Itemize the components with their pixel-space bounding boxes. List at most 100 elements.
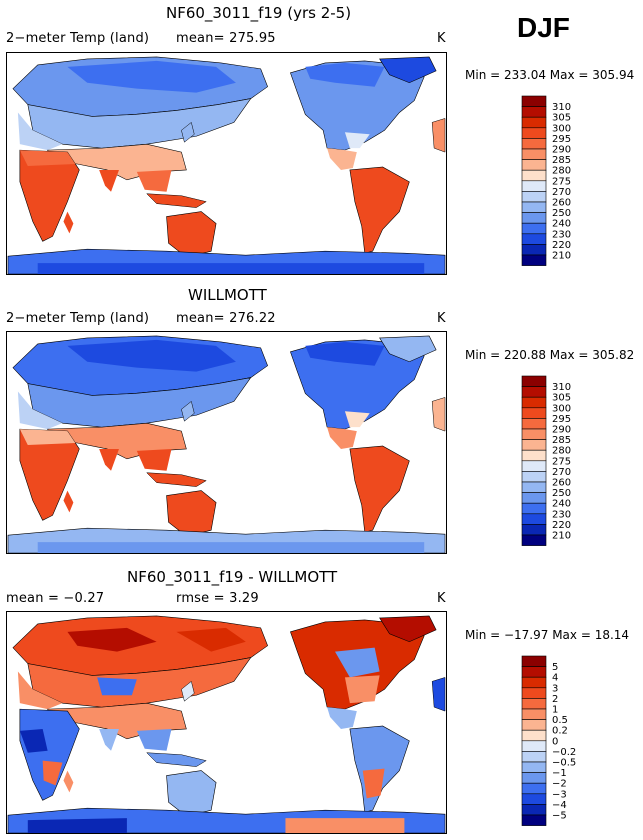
colorbar-swatch [521, 502, 547, 515]
colorbar-swatch [521, 729, 547, 742]
antarctica-bias-east [285, 818, 405, 833]
colorbar-tick-label: 295 [552, 134, 571, 145]
colorbar-swatch [521, 428, 547, 440]
madagascar [63, 211, 74, 234]
europe-wrap [431, 118, 446, 153]
colorbar-swatch [521, 804, 547, 816]
colorbar-swatch [521, 159, 547, 171]
colorbar-tick-label: 250 [552, 488, 571, 499]
colorbar-tick-label: 280 [552, 446, 571, 457]
siberia-cold [67, 60, 236, 93]
siberia-warm-bias [67, 627, 157, 652]
colorbar-tick-label: 5 [552, 662, 558, 673]
panel-2-unit-label: K [437, 311, 446, 326]
south-america [349, 166, 410, 254]
colorbar-tick-label: −5 [552, 811, 567, 822]
colorbar-swatch [521, 254, 547, 266]
colorbar-tick-label: 310 [552, 102, 571, 113]
greenland [379, 335, 437, 363]
colorbar-swatch [521, 471, 547, 483]
usa-bias [344, 675, 380, 704]
colorbar-swatch [521, 439, 547, 451]
panel-3-minmax: Min = −17.97 Max = 18.14 [465, 628, 630, 642]
colorbar-swatch [521, 106, 547, 118]
colorbar-swatch [521, 212, 547, 224]
colorbar-tick-label: 275 [552, 176, 571, 187]
panel-3-land-cells [7, 615, 446, 833]
colorbar-tick-label: 230 [552, 509, 571, 520]
colorbar-swatch [521, 782, 547, 795]
eurasia-mid [27, 98, 252, 149]
africa [19, 428, 80, 521]
central-america [327, 427, 357, 449]
colorbar-swatch [521, 534, 547, 546]
colorbar-swatch [521, 418, 547, 430]
colorbar-tick-label: 220 [552, 520, 571, 531]
north-america [290, 60, 425, 151]
colorbar-tick-label: 275 [552, 456, 571, 467]
usa-south [344, 411, 370, 428]
colorbar-swatch [521, 396, 547, 409]
panel-1-unit-label: K [437, 31, 446, 46]
colorbar-tick-label: 285 [552, 155, 571, 166]
panel-1-minmax: Min = 233.04 Max = 305.94 [465, 68, 635, 82]
southeast-asia [136, 448, 172, 471]
colorbar-swatch [521, 138, 547, 150]
australia [166, 211, 217, 258]
colorbar-tick-label: 210 [552, 251, 571, 262]
indonesia [146, 193, 207, 208]
colorbar-tick-label: 240 [552, 219, 571, 230]
colorbar-tick-label: 305 [552, 393, 571, 404]
colorbar-swatch [521, 169, 547, 182]
japan [181, 121, 195, 143]
colorbar-swatch [521, 698, 547, 710]
colorbar-tick-label: 0.2 [552, 726, 568, 737]
colorbar-tick-label: 2 [552, 694, 558, 705]
colorbar-tick-label: 285 [552, 435, 571, 446]
panel-2-minmax: Min = 220.88 Max = 305.82 [465, 348, 635, 362]
central-america [327, 707, 357, 729]
colorbar-tick-label: 0 [552, 736, 558, 747]
north-africa [19, 429, 76, 445]
colorbar-swatch [521, 449, 547, 462]
panel-2-title: WILLMOTT [188, 286, 267, 304]
colorbar-tick-label: 260 [552, 198, 571, 209]
north-america [290, 339, 425, 430]
arctic-canada [305, 62, 385, 87]
colorbar-swatch [521, 222, 547, 235]
panel-1-colorbar: 3103053002952902852802752702602502402302… [521, 95, 571, 266]
europe [17, 671, 63, 710]
panel-1-mean-label: mean= 275.95 [176, 31, 276, 46]
colorbar-swatch [521, 481, 547, 493]
panel-3-unit-label: K [437, 591, 446, 606]
panel-1-map [6, 52, 447, 275]
colorbar-tick-label: −0.2 [552, 747, 576, 758]
panel-3-map [6, 611, 447, 834]
colorbar-tick-label: −3 [552, 789, 567, 800]
panel-2-colorbar: 3103053002952902852802752702602502402302… [521, 375, 571, 546]
colorbar-swatch [521, 116, 547, 129]
colorbar-tick-label: 3 [552, 683, 558, 694]
colorbar-tick-label: 4 [552, 673, 558, 684]
colorbar-swatch [521, 180, 547, 192]
europe [17, 391, 63, 430]
colorbar-swatch [521, 676, 547, 689]
europe [17, 112, 63, 151]
panel-2-map [6, 331, 447, 554]
colorbar-tick-label: 1 [552, 705, 558, 716]
colorbar-swatch [521, 244, 547, 256]
panel-3-rmse-label: rmse = 3.29 [176, 591, 259, 606]
colorbar-tick-label: 305 [552, 113, 571, 124]
colorbar-tick-label: 260 [552, 478, 571, 489]
canada-cold-bias [335, 647, 380, 678]
arctic-canada [305, 341, 385, 366]
colorbar-swatch [521, 708, 547, 720]
panel-2-variable-label: 2−meter Temp (land) [6, 311, 150, 326]
greenland [379, 56, 437, 84]
colorbar-swatch [521, 148, 547, 160]
japan [181, 400, 195, 422]
australia [166, 770, 217, 817]
colorbar-swatch [521, 772, 547, 784]
panel-3-title: NF60_3011_f19 - WILLMOTT [127, 568, 338, 586]
colorbar-swatch [521, 201, 547, 213]
